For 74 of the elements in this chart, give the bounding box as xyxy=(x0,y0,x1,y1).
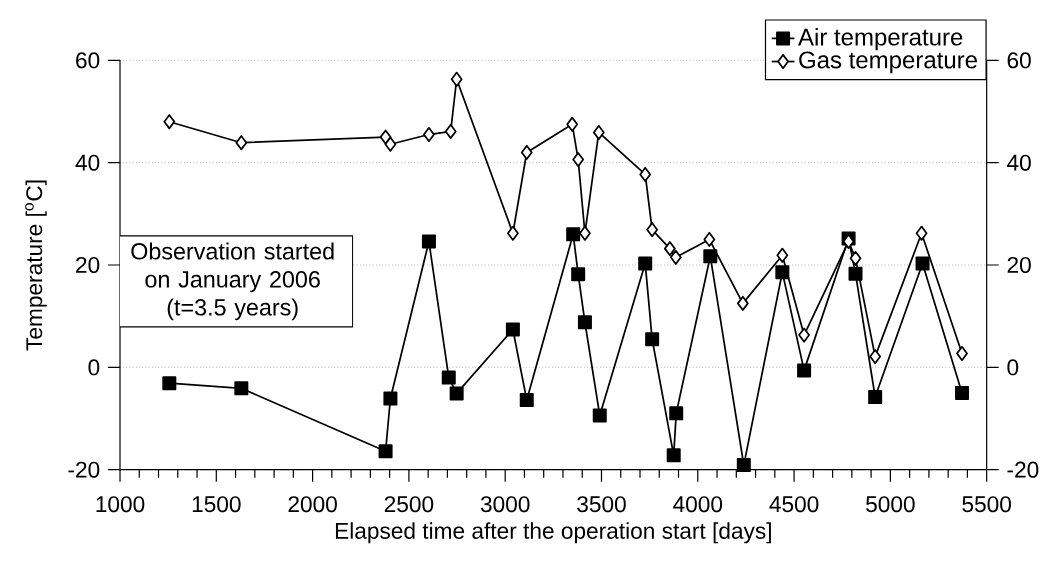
point xyxy=(669,406,684,421)
point xyxy=(163,114,176,130)
x-tick-label: 5000 xyxy=(866,496,915,513)
point xyxy=(775,265,790,280)
point xyxy=(666,448,681,463)
x-tick-label: 1000 xyxy=(96,496,145,513)
point xyxy=(423,126,435,143)
point xyxy=(703,249,718,264)
point xyxy=(798,327,810,343)
point xyxy=(234,381,249,396)
point xyxy=(703,231,716,247)
point xyxy=(646,222,658,238)
point xyxy=(638,256,653,271)
annotation: Observation started on January 2006 (t=3.5 years) xyxy=(131,242,334,321)
point xyxy=(441,370,456,385)
point xyxy=(384,136,397,152)
x-axis-title: Elapsed time after the operation start [days] xyxy=(335,522,771,544)
point xyxy=(505,322,520,337)
point xyxy=(507,225,519,241)
y2-tick-label: 0 xyxy=(1007,359,1019,376)
point xyxy=(797,363,812,378)
x-tick-label: 3000 xyxy=(480,496,530,513)
x-tick-label: 2500 xyxy=(384,496,434,513)
point xyxy=(669,249,682,265)
x-tick-label: 5500 xyxy=(962,496,1011,513)
point xyxy=(956,345,968,362)
y2-tick-label: -20 xyxy=(1007,461,1039,478)
point xyxy=(848,266,863,281)
point xyxy=(955,385,970,400)
legend-label: Gas temperature xyxy=(799,51,977,74)
point xyxy=(572,152,585,168)
point xyxy=(736,458,751,473)
point xyxy=(869,349,882,365)
y-tick-label: -20 xyxy=(68,461,100,478)
x-tick-label: 2000 xyxy=(288,496,337,513)
y-tick-label: 60 xyxy=(76,52,100,69)
point xyxy=(421,234,436,249)
x-tick-label: 3500 xyxy=(577,496,626,513)
point xyxy=(736,295,749,311)
point xyxy=(566,227,581,242)
point xyxy=(579,225,591,241)
point xyxy=(776,247,789,263)
point xyxy=(566,116,579,132)
point xyxy=(519,393,534,408)
y-tick-label: 20 xyxy=(76,256,100,274)
x-tick-label: 1500 xyxy=(192,496,241,513)
point xyxy=(915,225,928,241)
y2-tick-label: 40 xyxy=(1007,154,1031,171)
y2-tick-label: 20 xyxy=(1007,256,1031,274)
point xyxy=(592,124,605,141)
point xyxy=(235,135,248,151)
point xyxy=(639,166,652,182)
x-tick-label: 4000 xyxy=(673,496,723,513)
x-tick-label: 4500 xyxy=(769,496,819,513)
y-tick-label: 40 xyxy=(75,154,100,171)
point xyxy=(663,241,676,257)
point xyxy=(520,144,533,160)
point xyxy=(383,391,398,406)
point xyxy=(645,332,660,347)
legend-label: Air temperature xyxy=(798,27,963,51)
point xyxy=(571,267,586,282)
point xyxy=(449,386,464,401)
y-tick-label: 0 xyxy=(88,359,100,376)
point xyxy=(915,256,930,271)
point xyxy=(378,444,393,459)
point xyxy=(162,376,177,391)
point xyxy=(450,71,463,87)
y2-tick-label: 60 xyxy=(1007,52,1031,69)
point xyxy=(577,315,592,330)
point xyxy=(592,408,607,423)
y-axis-title: Temperature [$^{o}$C] xyxy=(25,180,47,351)
point xyxy=(444,123,457,139)
point xyxy=(849,250,862,266)
point xyxy=(868,390,883,404)
